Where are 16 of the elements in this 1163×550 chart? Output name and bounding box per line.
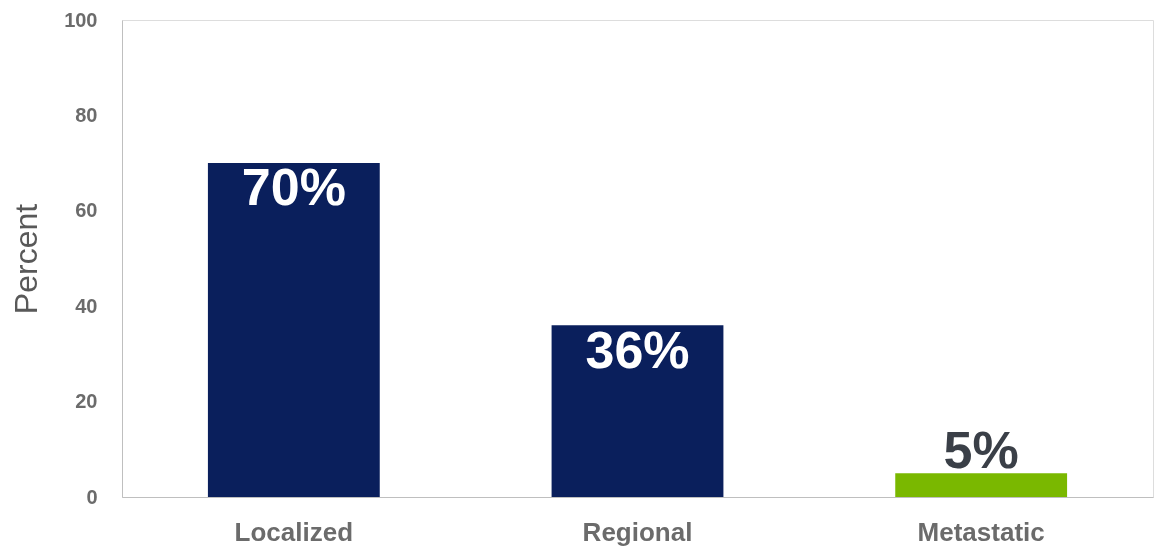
- bar: [551, 325, 724, 497]
- bar: [895, 473, 1068, 497]
- y-axis-title: Percent: [8, 203, 45, 315]
- x-tick-label: Localized: [234, 516, 354, 547]
- data-label: 36%: [585, 320, 690, 379]
- y-tick-label: 20: [75, 390, 98, 413]
- y-tick-label: 40: [75, 294, 98, 317]
- data-label: 5%: [943, 420, 1019, 479]
- y-tick-label: 100: [64, 8, 98, 31]
- y-tick-label: 0: [86, 485, 98, 508]
- bar: [207, 163, 380, 497]
- x-tick-label: Metastatic: [917, 516, 1045, 547]
- data-label: 70%: [241, 158, 346, 217]
- x-tick-label: Regional: [582, 516, 693, 547]
- y-tick-label: 80: [75, 103, 98, 126]
- y-tick-label: 60: [75, 199, 98, 222]
